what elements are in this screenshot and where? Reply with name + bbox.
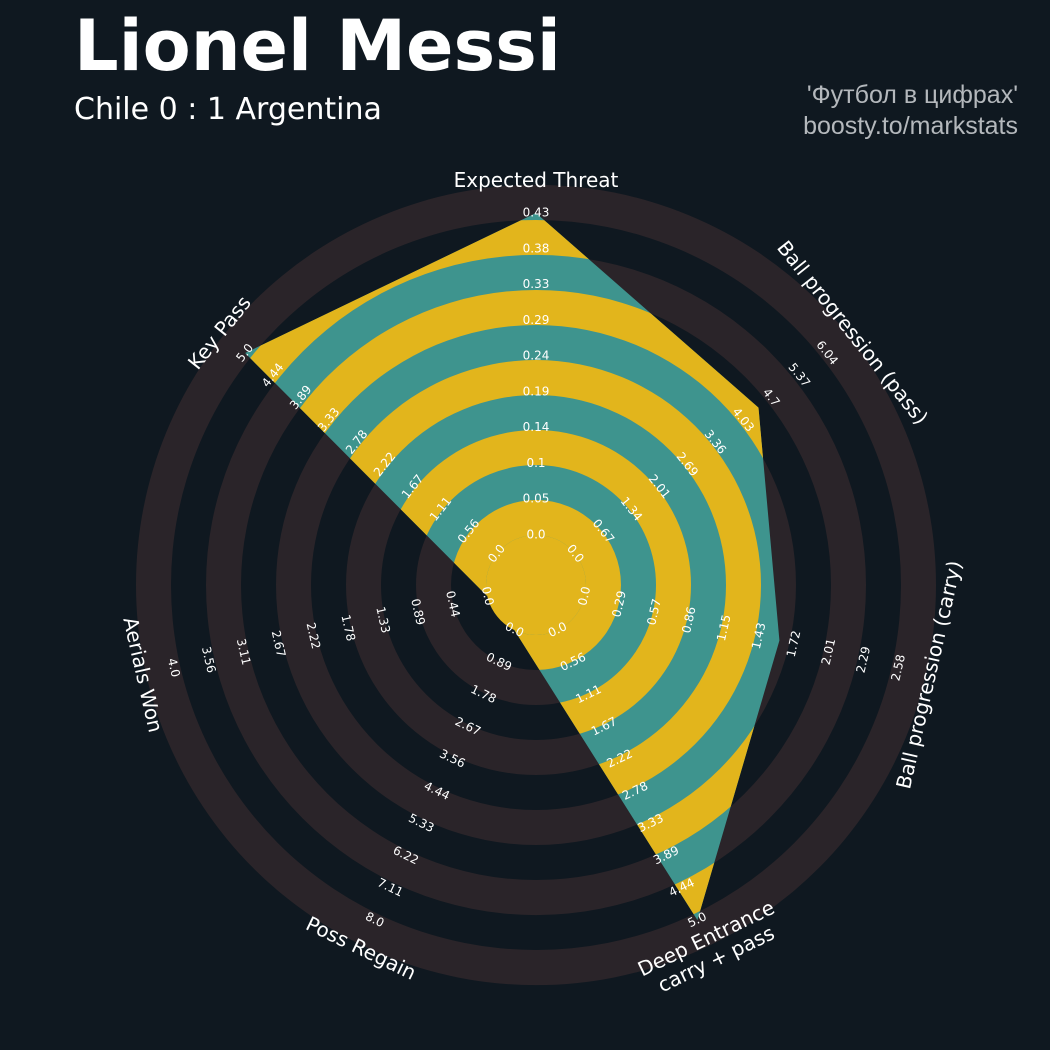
tick-label: 0.38 [523, 241, 550, 255]
tick-label: 1.72 [784, 629, 804, 658]
credit-line-project: 'Футбол в цифрах' [806, 81, 1018, 109]
tick-label: 1.33 [373, 605, 393, 634]
credits-block: 'Футбол в цифрах' boosty.to/markstats [803, 80, 1018, 141]
tick-label: 0.29 [609, 589, 629, 618]
tick-label: 0.89 [408, 597, 428, 626]
tick-label: 0.19 [523, 384, 550, 398]
tick-label: 0.24 [523, 349, 550, 363]
tick-label: 2.67 [269, 629, 289, 658]
tick-label: 2.01 [819, 637, 839, 666]
tick-label: 1.15 [714, 613, 734, 642]
match-subtitle: Chile 0 : 1 Argentina [74, 92, 382, 127]
tick-label: 2.29 [854, 645, 874, 674]
tick-label: 4.0 [165, 657, 183, 679]
tick-label: 0.86 [679, 605, 699, 634]
tick-label: 1.78 [338, 613, 358, 642]
tick-label: 0.29 [523, 313, 550, 327]
radar-center-disc [486, 535, 586, 635]
credit-line-url: boosty.to/markstats [803, 111, 1018, 140]
tick-label: 0.44 [443, 589, 463, 618]
radar-data-area [245, 213, 780, 921]
tick-label: 2.22 [304, 621, 324, 650]
axis-label: Expected Threat [454, 168, 619, 192]
tick-label: 2.58 [888, 653, 908, 682]
tick-label: 3.56 [199, 645, 219, 674]
page-title: Lionel Messi [74, 5, 561, 87]
tick-label: 0.0 [526, 528, 545, 542]
tick-label: 0.0 [479, 585, 497, 607]
tick-label: 1.43 [749, 621, 769, 650]
tick-label: 3.11 [234, 637, 254, 666]
tick-label: 0.57 [644, 597, 664, 626]
tick-label: 0.1 [526, 456, 545, 470]
tick-label: 0.33 [523, 277, 550, 291]
tick-label: 0.14 [523, 420, 550, 434]
tick-label: 0.05 [523, 492, 550, 506]
tick-label: 0.43 [523, 206, 550, 220]
tick-label: 0.0 [575, 585, 593, 607]
